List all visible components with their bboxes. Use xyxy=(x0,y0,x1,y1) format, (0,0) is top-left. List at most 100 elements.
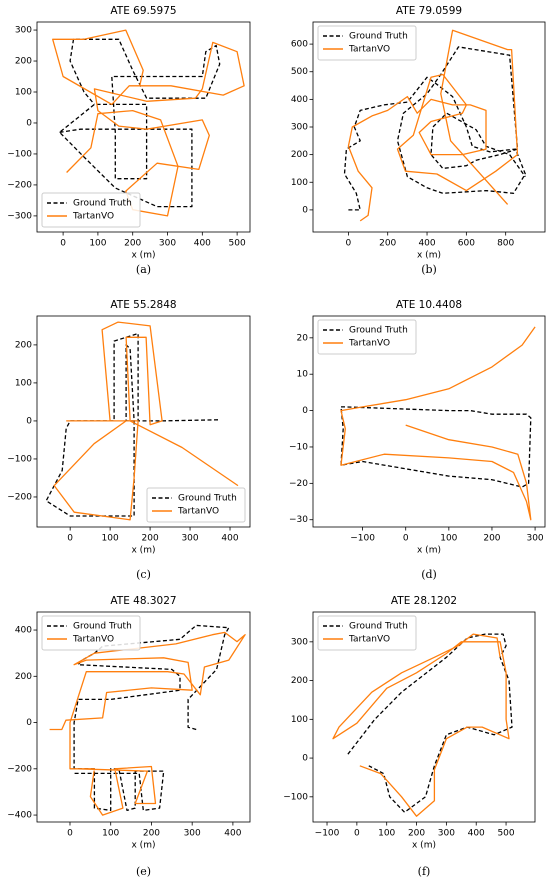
y-tick-label: 200 xyxy=(15,672,32,682)
trajectory xyxy=(58,38,221,208)
x-axis-label: x (m) xyxy=(412,841,436,851)
axes-frame xyxy=(312,611,536,823)
caption: (b) xyxy=(421,263,437,276)
x-tick-label: 200 xyxy=(142,534,159,544)
x-tick-label: 400 xyxy=(224,829,241,839)
x-tick-label: 100 xyxy=(378,829,395,839)
y-tick-label: 100 xyxy=(291,178,308,188)
y-tick-label: −30 xyxy=(289,515,308,525)
y-tick-label: 300 xyxy=(15,26,32,36)
x-tick-label: 0 xyxy=(346,239,352,249)
y-tick-label: −20 xyxy=(289,479,308,489)
x-tick-label: 100 xyxy=(102,534,119,544)
y-tick-label: 20 xyxy=(297,333,309,343)
x-tick-label: 0 xyxy=(67,534,73,544)
chart-title: ATE 69.5975 xyxy=(110,5,176,17)
y-tick-label: −10 xyxy=(289,442,308,452)
trajectory xyxy=(347,633,513,813)
y-tick-label: 100 xyxy=(15,378,32,388)
x-tick-label: 500 xyxy=(497,829,514,839)
y-tick-label: −400 xyxy=(7,811,32,821)
x-tick-label: 100 xyxy=(440,534,457,544)
x-tick-label: −100 xyxy=(350,534,375,544)
panel: ATE 48.3027 0 100 200 300 400 −400 −200 0 200 400 x… xyxy=(7,595,251,878)
trajectory xyxy=(73,624,230,812)
x-tick-label: 400 xyxy=(221,534,238,544)
x-tick-label: 300 xyxy=(526,534,543,544)
caption: (e) xyxy=(136,865,151,878)
trajectory xyxy=(340,406,532,488)
legend-box xyxy=(41,615,141,651)
y-tick-label: 0 xyxy=(302,406,308,416)
panel: ATE 69.5975 0 100 200 300 400 500 −300 −200 −100 0… xyxy=(7,5,251,276)
y-tick-label: −200 xyxy=(7,180,32,190)
y-tick-label: −200 xyxy=(7,492,32,502)
x-axis-label: x (m) xyxy=(132,251,156,261)
x-tick-label: 400 xyxy=(194,239,211,249)
y-tick-label: 0 xyxy=(26,718,32,728)
trajectory xyxy=(52,29,245,217)
trajectory xyxy=(347,29,519,222)
axes-frame xyxy=(312,315,546,528)
y-tick-label: −200 xyxy=(7,764,32,774)
legend-box xyxy=(317,319,417,355)
trajectory xyxy=(53,321,239,521)
y-tick-label: −100 xyxy=(283,792,308,802)
y-tick-label: 300 xyxy=(291,637,308,647)
x-axis-label: x (m) xyxy=(417,546,441,556)
x-tick-label: 0 xyxy=(60,239,66,249)
x-tick-label: 400 xyxy=(468,829,485,839)
panel: ATE 55.2848 0 100 200 300 400 −200 −100 0 100 200 x… xyxy=(7,299,251,581)
legend-label: Ground Truth xyxy=(349,32,408,42)
x-tick-label: 100 xyxy=(89,239,106,249)
axes-frame xyxy=(36,611,251,823)
legend-label: Ground Truth xyxy=(349,326,408,336)
chart-title: ATE 10.4408 xyxy=(396,299,462,311)
chart-title: ATE 79.0599 xyxy=(396,5,462,17)
chart-title: ATE 48.3027 xyxy=(110,595,176,607)
legend-box xyxy=(317,615,417,651)
x-tick-label: 200 xyxy=(483,534,500,544)
x-tick-label: 0 xyxy=(354,829,360,839)
legend-box xyxy=(41,192,141,228)
y-tick-label: 200 xyxy=(15,340,32,350)
legend-label: Ground Truth xyxy=(73,622,132,632)
y-tick-label: 0 xyxy=(26,416,32,426)
x-tick-label: 200 xyxy=(379,239,396,249)
x-tick-label: 300 xyxy=(438,829,455,839)
y-tick-label: 10 xyxy=(297,370,309,380)
legend-label: TartanVO xyxy=(348,635,390,645)
chart-title: ATE 55.2848 xyxy=(110,299,176,311)
trajectory xyxy=(343,46,526,211)
y-tick-label: 400 xyxy=(291,95,308,105)
axes-frame xyxy=(36,315,251,528)
y-tick-label: 200 xyxy=(291,150,308,160)
legend-label: TartanVO xyxy=(348,339,390,349)
y-tick-label: 300 xyxy=(291,123,308,133)
y-tick-label: 0 xyxy=(302,205,308,215)
y-tick-label: 100 xyxy=(15,88,32,98)
x-tick-label: 500 xyxy=(229,239,246,249)
x-tick-label: 200 xyxy=(143,829,160,839)
x-tick-label: 200 xyxy=(408,829,425,839)
x-tick-label: 100 xyxy=(102,829,119,839)
y-tick-label: 400 xyxy=(15,626,32,636)
trajectory xyxy=(340,326,536,521)
x-axis-label: x (m) xyxy=(132,546,156,556)
x-axis-label: x (m) xyxy=(417,251,441,261)
axes-frame xyxy=(312,21,546,233)
legend-label: TartanVO xyxy=(348,45,390,55)
trajectory xyxy=(45,332,219,517)
x-axis-label: x (m) xyxy=(132,841,156,851)
y-tick-label: 200 xyxy=(15,57,32,67)
legend-label: Ground Truth xyxy=(73,199,132,209)
legend-label: TartanVO xyxy=(72,635,114,645)
legend-box xyxy=(146,487,246,523)
panel: ATE 10.4408−100 0 100 200 300−30−20−1001020x… xyxy=(289,299,546,581)
y-tick-label: 100 xyxy=(291,715,308,725)
x-tick-label: 0 xyxy=(403,534,409,544)
x-tick-label: 400 xyxy=(418,239,435,249)
panel: ATE 79.0599 0 200 400 600 800 0 100 200 300 400 500… xyxy=(291,5,546,276)
chart-title: ATE 28.1202 xyxy=(391,595,457,607)
